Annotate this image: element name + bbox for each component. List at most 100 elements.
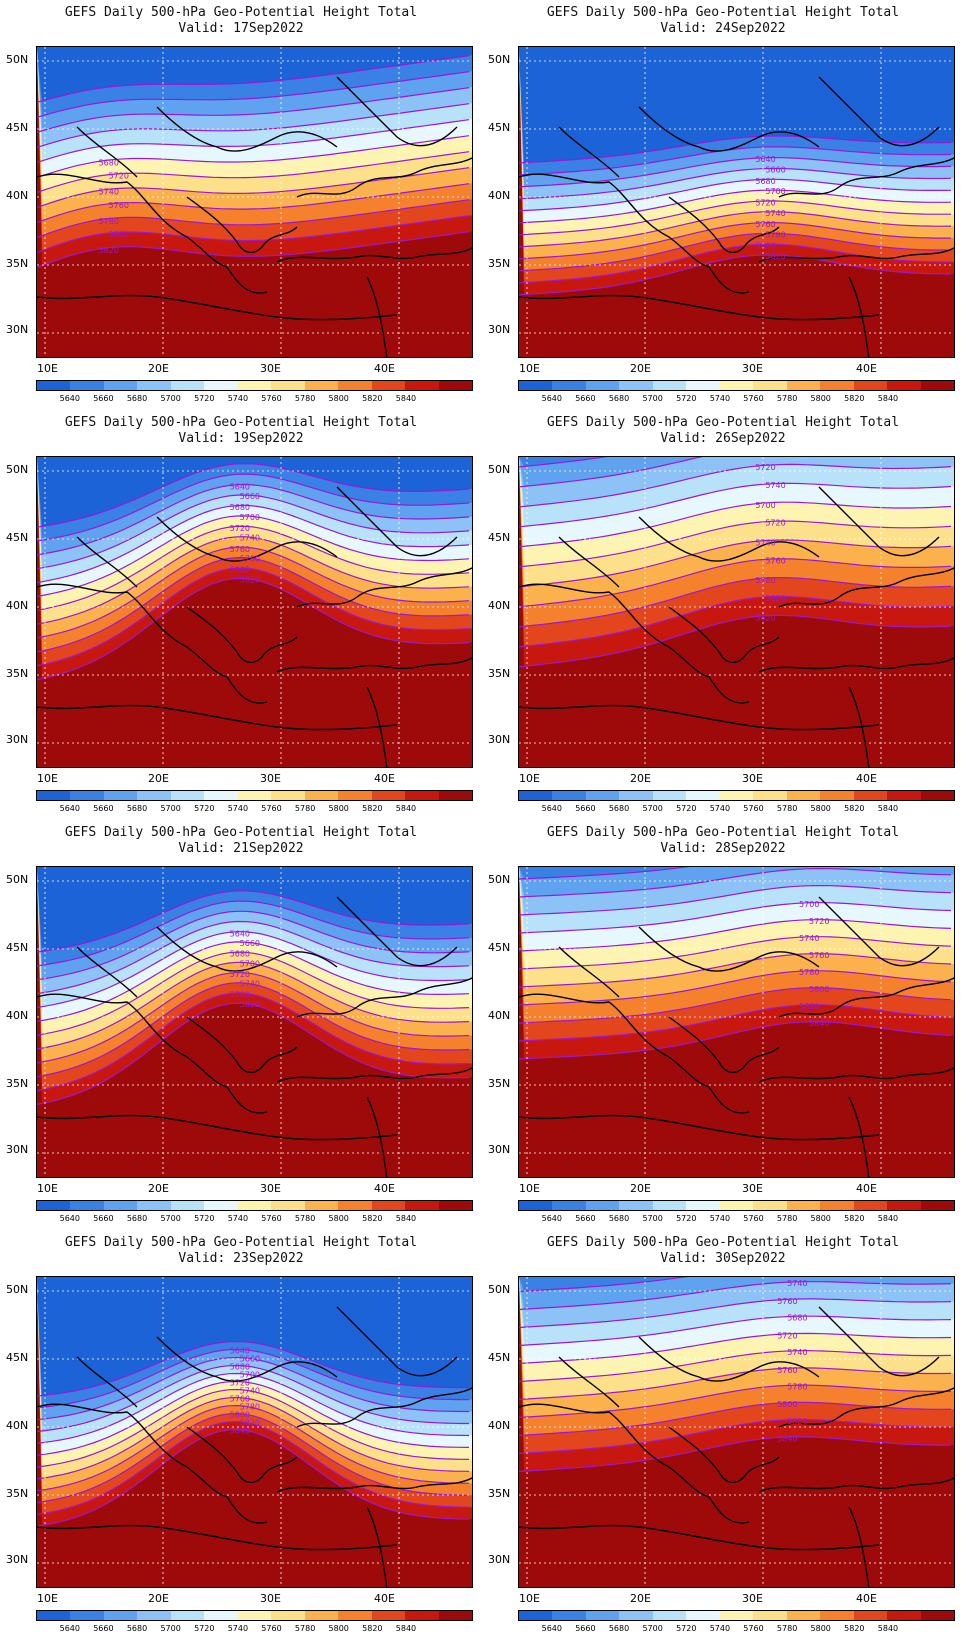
coastline bbox=[366, 1096, 388, 1177]
height-map: 5700574057605680572057405760578058005820… bbox=[518, 1276, 955, 1588]
contour-label: 5720 bbox=[809, 917, 829, 926]
colorbar-swatch bbox=[820, 1201, 854, 1210]
colorbar-swatch bbox=[619, 1201, 653, 1210]
contour-line bbox=[37, 71, 470, 118]
colorbar-swatch bbox=[920, 791, 955, 800]
colorbar-label: 5800 bbox=[328, 1214, 349, 1223]
colorbar-swatch bbox=[103, 381, 138, 390]
contour-line bbox=[37, 473, 470, 542]
colorbar-label: 5820 bbox=[362, 1624, 383, 1633]
contour-line bbox=[37, 515, 470, 598]
contour-label: 5700 bbox=[799, 900, 819, 909]
coastline bbox=[519, 1403, 750, 1524]
contour-line bbox=[519, 200, 951, 236]
contour-label: 5720 bbox=[109, 172, 129, 181]
coastline bbox=[818, 896, 940, 967]
contour-line bbox=[519, 901, 952, 934]
colorbar-swatch bbox=[37, 1611, 71, 1620]
colorbar-swatch bbox=[338, 1611, 372, 1620]
colorbar-swatch bbox=[237, 1201, 272, 1210]
contour-line bbox=[519, 1367, 952, 1400]
height-map: 5680 5720 5740 5760 5780 5800 5820 bbox=[36, 46, 473, 358]
colorbar-swatch bbox=[519, 791, 553, 800]
fill-band bbox=[519, 457, 954, 487]
contour-line bbox=[37, 1420, 470, 1515]
colorbar-swatch bbox=[853, 381, 888, 390]
map-panel: GEFS Daily 500-hPa Geo-Potential Height … bbox=[0, 0, 482, 410]
lat-label: 50N bbox=[488, 1283, 511, 1296]
colorbar-label: 5740 bbox=[709, 804, 731, 813]
contour-line bbox=[37, 199, 470, 239]
contour-line bbox=[37, 900, 470, 967]
lon-label: 10E bbox=[519, 1182, 540, 1195]
coastline bbox=[76, 1356, 138, 1408]
lat-label: 50N bbox=[488, 873, 511, 886]
colorbar-label: 5780 bbox=[776, 394, 798, 403]
contour-label: 5820 bbox=[799, 1002, 819, 1011]
contour-label: 5760 bbox=[230, 1395, 250, 1404]
colorbar-label: 5820 bbox=[844, 804, 865, 813]
lon-label: 40E bbox=[856, 1592, 877, 1605]
colorbar-swatch bbox=[853, 1611, 888, 1620]
colorbar-label: 5720 bbox=[194, 394, 215, 403]
contour-label: 5700 bbox=[240, 513, 260, 522]
colorbar-swatch bbox=[37, 791, 71, 800]
contour-label: 5800 bbox=[230, 566, 250, 575]
panel-title: GEFS Daily 500-hPa Geo-Potential Height … bbox=[64, 415, 418, 430]
colorbar-swatch bbox=[237, 1611, 272, 1620]
colorbar-label: 5760 bbox=[261, 1624, 282, 1633]
lon-label: 30E bbox=[742, 772, 763, 785]
colorbar-label: 5840 bbox=[395, 804, 417, 813]
panel-valid-date: Valid: 24Sep2022 bbox=[660, 21, 786, 36]
panel-valid-date: Valid: 23Sep2022 bbox=[178, 1251, 304, 1266]
contour-line bbox=[37, 1364, 469, 1433]
contour-line bbox=[37, 890, 470, 953]
colorbar-swatch bbox=[271, 1201, 305, 1210]
colorbar-label: 5640 bbox=[541, 804, 562, 813]
colorbar-label: 5840 bbox=[877, 804, 899, 813]
contour-label: 5700 bbox=[240, 959, 260, 968]
lat-label: 40N bbox=[488, 599, 511, 612]
colorbar-label: 5700 bbox=[642, 394, 663, 403]
lon-label: 30E bbox=[260, 1592, 281, 1605]
colorbar-label: 5760 bbox=[261, 1214, 282, 1223]
colorbar-swatch bbox=[686, 1201, 720, 1210]
colorbar-swatch bbox=[103, 1611, 138, 1620]
coastline bbox=[37, 1403, 268, 1524]
contour-label: 5820 bbox=[755, 614, 775, 623]
colorbar-swatch bbox=[552, 791, 586, 800]
colorbar-swatch bbox=[204, 381, 238, 390]
colorbar-label: 5800 bbox=[328, 804, 349, 813]
colorbar-label: 5780 bbox=[294, 804, 316, 813]
coastline bbox=[186, 196, 298, 254]
lon-label: 20E bbox=[148, 362, 169, 375]
lon-label: 40E bbox=[374, 772, 395, 785]
colorbar-label: 5700 bbox=[160, 1624, 181, 1633]
colorbar-swatch bbox=[820, 381, 854, 390]
contour-label: 5780 bbox=[765, 230, 785, 239]
contour-label: 5820 bbox=[240, 1419, 260, 1428]
colorbar-label: 5660 bbox=[93, 804, 114, 813]
lat-label: 45N bbox=[6, 531, 29, 544]
lon-label: 10E bbox=[519, 362, 540, 375]
coastline bbox=[37, 294, 398, 321]
contour-label: 5780 bbox=[240, 554, 260, 563]
colorbar-label: 5780 bbox=[294, 1214, 316, 1223]
lat-label: 45N bbox=[6, 1351, 29, 1364]
lat-label: 30N bbox=[6, 733, 29, 746]
contour-label: 5800 bbox=[230, 1411, 250, 1420]
coastline bbox=[37, 704, 398, 731]
coastline bbox=[558, 126, 620, 178]
lat-label: 40N bbox=[488, 189, 511, 202]
lat-label: 30N bbox=[6, 1143, 29, 1156]
coastline bbox=[76, 126, 138, 178]
fill-band bbox=[37, 867, 472, 952]
lat-label: 40N bbox=[6, 189, 29, 202]
coastline bbox=[519, 993, 750, 1114]
lat-label: 30N bbox=[6, 323, 29, 336]
panel-title: GEFS Daily 500-hPa Geo-Potential Height … bbox=[546, 825, 900, 840]
coastline bbox=[37, 993, 268, 1114]
colorbar-swatch bbox=[519, 381, 553, 390]
lat-label: 40N bbox=[6, 1009, 29, 1022]
contour-line bbox=[37, 87, 470, 133]
